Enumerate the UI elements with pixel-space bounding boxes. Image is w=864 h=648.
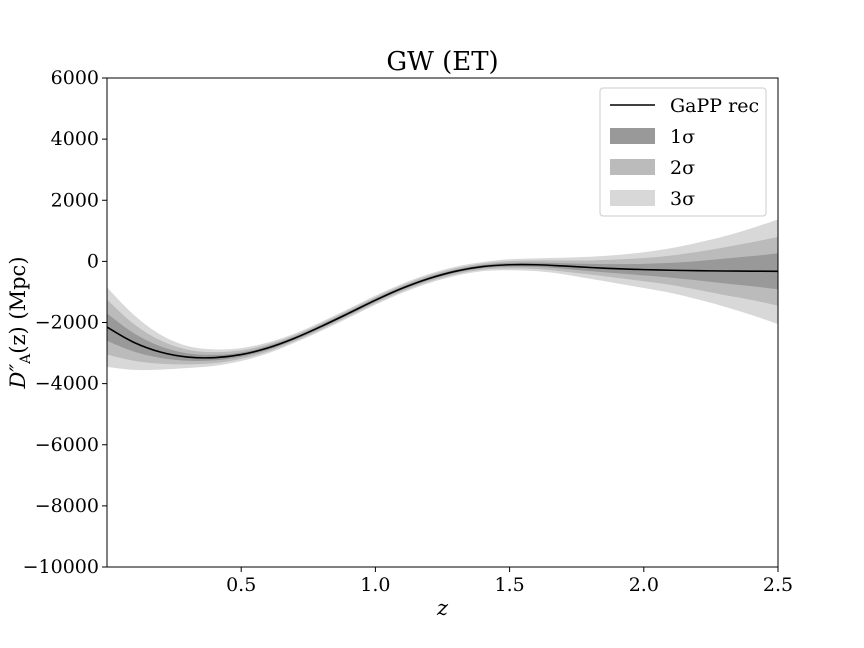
band-1-sigma [107, 253, 778, 361]
y-tick-label: 6000 [51, 67, 99, 89]
y-axis-label-main: D″ [6, 364, 30, 390]
x-tick-label: 2.5 [763, 574, 793, 596]
x-axis-label: z [436, 596, 449, 620]
legend-band-swatch [610, 190, 655, 206]
series-line-gapp-rec [107, 263, 778, 359]
legend: GaPP rec 1σ 2σ 3σ [599, 87, 767, 217]
y-tick-label: −10000 [23, 556, 99, 578]
y-axis-label-rest: (z) (Mpc) [6, 256, 30, 353]
chart-title: GW (ET) [386, 47, 498, 77]
legend-band-swatch [610, 159, 655, 175]
legend-band-swatch [610, 128, 655, 144]
legend-label: 2σ [670, 157, 695, 179]
legend-items: GaPP rec 1σ 2σ 3σ [610, 95, 759, 210]
legend-item: 1σ [610, 126, 695, 148]
legend-label: 1σ [670, 126, 695, 148]
x-ticks: 0.5 1.0 1.5 2.0 2.5 [226, 567, 793, 596]
y-tick-label: −4000 [35, 373, 99, 395]
legend-item: 3σ [610, 188, 695, 210]
legend-item: GaPP rec [610, 95, 759, 117]
legend-label: GaPP rec [670, 95, 759, 117]
x-tick-label: 1.5 [494, 574, 524, 596]
y-tick-label: 2000 [51, 189, 99, 211]
x-tick-label: 0.5 [226, 574, 256, 596]
band-3-sigma [107, 219, 778, 371]
y-tick-label: −8000 [35, 495, 99, 517]
confidence-bands [107, 219, 778, 371]
y-tick-label: 4000 [51, 128, 99, 150]
y-axis-label-subscript: A [18, 353, 34, 365]
legend-label: 3σ [670, 188, 695, 210]
legend-box [599, 87, 767, 217]
y-tick-label: 0 [87, 250, 99, 272]
x-tick-label: 2.0 [629, 574, 659, 596]
y-ticks: 6000 4000 2000 0 −2000 −4000 −6000 −8000 −10000 [23, 67, 107, 578]
x-tick-label: 1.0 [360, 574, 390, 596]
y-tick-label: −6000 [35, 434, 99, 456]
y-axis-label: D″A(z) (Mpc) [6, 256, 34, 389]
legend-item: 2σ [610, 157, 695, 179]
band-2-sigma [107, 236, 778, 365]
reconstruction-line-layer [107, 263, 778, 359]
y-tick-label: −2000 [35, 312, 99, 334]
